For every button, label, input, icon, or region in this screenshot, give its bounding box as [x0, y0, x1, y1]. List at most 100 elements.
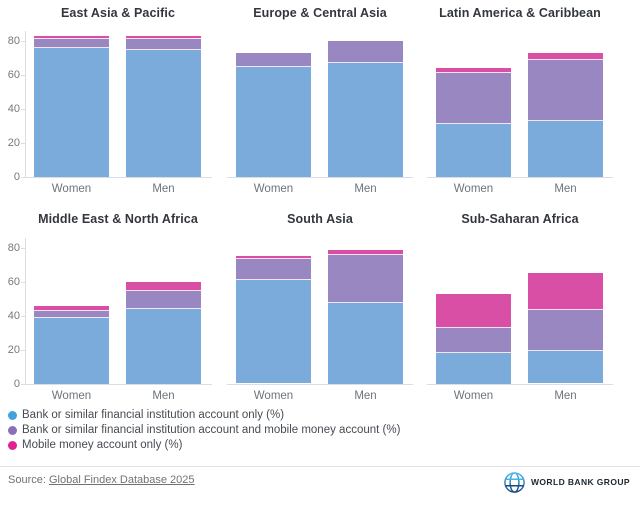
plot-area — [227, 31, 413, 178]
source-prefix: Source: — [8, 474, 49, 486]
panel-title: Sub-Saharan Africa — [461, 212, 579, 226]
y-axis-tick-icon — [21, 316, 25, 317]
world-bank-group-logo: WORLD BANK GROUP — [503, 469, 630, 495]
y-axis-tick-icon — [21, 282, 25, 283]
panel-title: Middle East & North Africa — [38, 212, 198, 226]
bar-segment[interactable] — [34, 36, 109, 40]
plot-area — [427, 238, 613, 385]
stacked-bar-men[interactable] — [328, 250, 403, 384]
bar-segment[interactable] — [436, 327, 511, 354]
bar-segment[interactable] — [34, 39, 109, 48]
y-axis-tick-icon — [21, 75, 25, 76]
y-axis-tick-label: 0 — [13, 378, 20, 390]
stacked-bar-women[interactable] — [236, 53, 311, 177]
category-label: Women — [253, 183, 294, 195]
panel-title: Latin America & Caribbean — [439, 6, 601, 20]
y-axis-tick-label: 40 — [7, 310, 20, 322]
bar-segment[interactable] — [126, 39, 201, 50]
y-axis-tick-label: 80 — [7, 35, 20, 47]
bar-segment[interactable] — [436, 294, 511, 328]
bar-segment[interactable] — [328, 302, 403, 384]
legend-dot-purple-icon — [8, 426, 17, 435]
category-label: Men — [554, 390, 577, 402]
stacked-bar-men[interactable] — [528, 53, 603, 178]
stacked-bar-women[interactable] — [436, 68, 511, 177]
y-axis-tick-label: 0 — [13, 171, 20, 183]
stacked-bar-men[interactable] — [328, 41, 403, 177]
bar-segment[interactable] — [126, 282, 201, 291]
legend-item-bank-and-mobile: Bank or similar financial institution ac… — [8, 423, 400, 438]
source-link[interactable]: Global Findex Database 2025 — [48, 474, 195, 486]
legend-dot-blue-icon — [8, 411, 17, 420]
bar-segment[interactable] — [126, 290, 201, 310]
stacked-bar-women[interactable] — [436, 294, 511, 384]
category-label: Women — [51, 183, 92, 195]
footer-divider — [0, 466, 640, 467]
bar-segment[interactable] — [528, 59, 603, 121]
bar-segment[interactable] — [236, 279, 311, 384]
source-line: Source: Global Findex Database 2025 — [8, 474, 195, 486]
bar-segment[interactable] — [436, 124, 511, 177]
bar-segment[interactable] — [436, 73, 511, 125]
bar-segment[interactable] — [528, 120, 603, 178]
bar-segment[interactable] — [34, 306, 109, 312]
bar-segment[interactable] — [236, 53, 311, 67]
stacked-bar-men[interactable] — [126, 282, 201, 384]
plot-area — [427, 31, 613, 178]
category-label: Women — [51, 390, 92, 402]
bar-segment[interactable] — [436, 68, 511, 74]
plot-area — [25, 238, 212, 385]
bar-segment[interactable] — [328, 63, 403, 177]
stacked-bar-men[interactable] — [528, 273, 603, 384]
globe-icon — [504, 471, 525, 493]
category-label: Men — [354, 183, 377, 195]
legend-label: Bank or similar financial institution ac… — [22, 409, 285, 421]
y-axis-tick-label: 40 — [7, 103, 20, 115]
category-label: Women — [453, 183, 494, 195]
stacked-bar-women[interactable] — [236, 256, 311, 384]
bar-segment[interactable] — [34, 317, 109, 384]
category-label: Men — [152, 390, 175, 402]
bar-segment[interactable] — [436, 353, 511, 384]
bar-segment[interactable] — [528, 310, 603, 352]
bar-segment[interactable] — [34, 311, 109, 318]
stacked-bar-women[interactable] — [34, 306, 109, 384]
bar-segment[interactable] — [528, 351, 603, 384]
plot-area — [227, 238, 413, 385]
category-label: Women — [253, 390, 294, 402]
y-axis-tick-label: 80 — [7, 242, 20, 254]
category-label: Men — [152, 183, 175, 195]
category-label: Men — [354, 390, 377, 402]
category-label: Women — [453, 390, 494, 402]
bar-segment[interactable] — [236, 66, 311, 177]
bar-segment[interactable] — [126, 309, 201, 384]
panel-title: South Asia — [287, 212, 353, 226]
bar-segment[interactable] — [328, 255, 403, 303]
bar-segment[interactable] — [126, 36, 201, 40]
category-label: Men — [554, 183, 577, 195]
y-axis-tick-label: 20 — [7, 137, 20, 149]
bar-segment[interactable] — [328, 250, 403, 256]
bar-segment[interactable] — [236, 259, 311, 280]
plot-area — [25, 31, 212, 178]
bar-segment[interactable] — [236, 256, 311, 260]
y-axis-tick-label: 60 — [7, 69, 20, 81]
bar-segment[interactable] — [528, 273, 603, 311]
stacked-bar-men[interactable] — [126, 36, 201, 177]
chart-legend: Bank or similar financial institution ac… — [8, 408, 400, 453]
legend-label: Mobile money account only (%) — [22, 439, 183, 451]
bar-segment[interactable] — [328, 41, 403, 64]
y-axis-tick-icon — [21, 384, 25, 385]
stacked-bar-women[interactable] — [34, 36, 109, 177]
panel-title: East Asia & Pacific — [61, 6, 175, 20]
bar-segment[interactable] — [126, 49, 201, 177]
y-axis-tick-icon — [21, 177, 25, 178]
legend-item-mobile-only: Mobile money account only (%) — [8, 438, 400, 453]
bar-segment[interactable] — [34, 47, 109, 177]
panel-title: Europe & Central Asia — [253, 6, 387, 20]
bar-segment[interactable] — [528, 53, 603, 60]
y-axis-tick-icon — [21, 143, 25, 144]
y-axis-tick-label: 20 — [7, 344, 20, 356]
legend-item-bank-only: Bank or similar financial institution ac… — [8, 408, 400, 423]
